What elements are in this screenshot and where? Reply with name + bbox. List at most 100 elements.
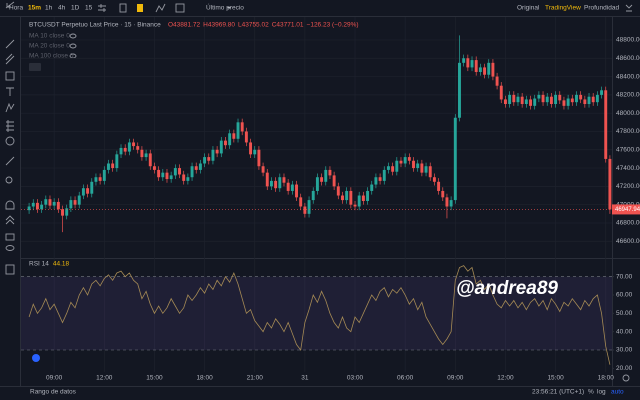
indicator-value: 44.18 (53, 261, 70, 268)
cursor-tool[interactable] (5, 1, 15, 9)
candle-body (320, 177, 324, 182)
collapse-button[interactable] (29, 63, 41, 71)
range-button[interactable]: Rango de datos (30, 389, 77, 396)
y-tick-label: 40.00 (616, 328, 633, 335)
pattern-tool[interactable] (5, 102, 15, 113)
y-tick-label: 46600.00 (616, 238, 640, 245)
candle-body (424, 166, 428, 173)
candle-body (228, 133, 232, 146)
cloud-icon[interactable] (32, 354, 40, 362)
candle-body (211, 149, 215, 161)
interval[interactable]: 1h (45, 5, 53, 12)
ohlc-value: L43755.02 (238, 22, 269, 29)
candle-body (403, 157, 407, 164)
candle-body (445, 197, 449, 207)
y-tick-label: 48600.00 (616, 55, 640, 62)
zoom-tool[interactable] (5, 176, 13, 184)
candle-body (345, 190, 349, 201)
y-tick-label: 70.00 (616, 273, 633, 280)
candle-body (311, 190, 315, 201)
expand-icon[interactable] (625, 4, 633, 12)
view-tab-active[interactable]: TradingView (545, 5, 581, 12)
candle-body (261, 166, 265, 173)
x-tick-label: 12:00 (96, 375, 113, 382)
candle-body (232, 133, 236, 139)
candle-body (449, 200, 453, 207)
candle-body (90, 181, 94, 194)
indicator-label: MA 100 close 0 (29, 53, 74, 60)
candle-body (575, 94, 578, 103)
candle-body (178, 168, 181, 175)
fib-tool[interactable] (6, 120, 14, 132)
indicator-eyes[interactable] (29, 33, 77, 71)
candle-body (169, 175, 173, 180)
log-toggle[interactable]: log (597, 389, 606, 396)
layout-icon[interactable] (175, 3, 185, 13)
line-tool[interactable] (5, 39, 15, 49)
view-tab[interactable]: Profundidad (584, 5, 619, 12)
interval[interactable]: 15 (85, 5, 93, 12)
candle-body (307, 200, 311, 214)
candle-body (207, 157, 211, 161)
emoji-tool[interactable] (5, 136, 15, 146)
candle-body (257, 149, 261, 167)
magnet-tool[interactable] (5, 200, 15, 210)
text-tool[interactable] (6, 87, 14, 96)
candle-body (470, 60, 474, 68)
shape-tool[interactable] (5, 71, 15, 81)
candles-icon[interactable] (119, 3, 127, 13)
candle-body (86, 188, 90, 194)
candle-body (315, 177, 319, 191)
percent-toggle[interactable]: % (588, 389, 594, 396)
candle-body (182, 174, 186, 181)
interval[interactable]: 4h (58, 5, 66, 12)
candle-body (466, 58, 470, 68)
y-tick-label: 50.00 (616, 310, 633, 317)
eye-icon[interactable] (69, 43, 77, 49)
candle-body (269, 180, 273, 187)
candle-body (249, 142, 253, 155)
y-tick-label: 30.00 (616, 347, 633, 354)
candle-body (274, 180, 278, 189)
price-type[interactable]: Último precio (206, 3, 244, 12)
candle-body (286, 182, 290, 191)
interval[interactable]: 1D (71, 5, 80, 12)
candle-body (395, 160, 399, 172)
candle-body (579, 94, 583, 100)
style-icon[interactable] (137, 4, 143, 12)
candle-body (73, 200, 77, 205)
candle-body (282, 177, 286, 183)
candle-body (165, 172, 169, 180)
candle-body (412, 160, 415, 169)
delete-tool[interactable] (5, 264, 15, 275)
auto-toggle[interactable]: auto (611, 389, 624, 396)
settings-icon[interactable] (98, 4, 106, 12)
ohlc-value: O43881.72 (168, 22, 201, 29)
lock-tool[interactable] (5, 233, 15, 241)
candle-body (558, 94, 562, 101)
candle-body (56, 201, 60, 210)
eye-icon[interactable] (69, 33, 77, 39)
x-tick-label: 31 (301, 375, 309, 382)
view-tab[interactable]: Original (517, 5, 540, 12)
candle-body (148, 153, 152, 167)
channel-tool[interactable] (5, 53, 15, 65)
hide-tool[interactable] (5, 245, 15, 251)
drawing-tools[interactable] (5, 1, 630, 382)
axis-settings[interactable] (622, 374, 630, 382)
candle-body (81, 188, 85, 196)
ohlc-value: C43771.01 (272, 22, 304, 29)
candle-body (61, 209, 64, 216)
candle-body (336, 186, 340, 196)
candle-body (303, 206, 307, 214)
measure-tool[interactable] (5, 156, 15, 166)
x-tick-label: 09:00 (46, 375, 63, 382)
toolbar-icons[interactable] (98, 3, 633, 13)
x-tick-label: 06:00 (397, 375, 414, 382)
interval-active[interactable]: 15m (28, 5, 41, 12)
drawing-mode[interactable] (5, 215, 15, 225)
indicator-icon[interactable] (155, 3, 166, 13)
dropdown-arrow (227, 7, 231, 9)
candle-body (144, 153, 148, 158)
